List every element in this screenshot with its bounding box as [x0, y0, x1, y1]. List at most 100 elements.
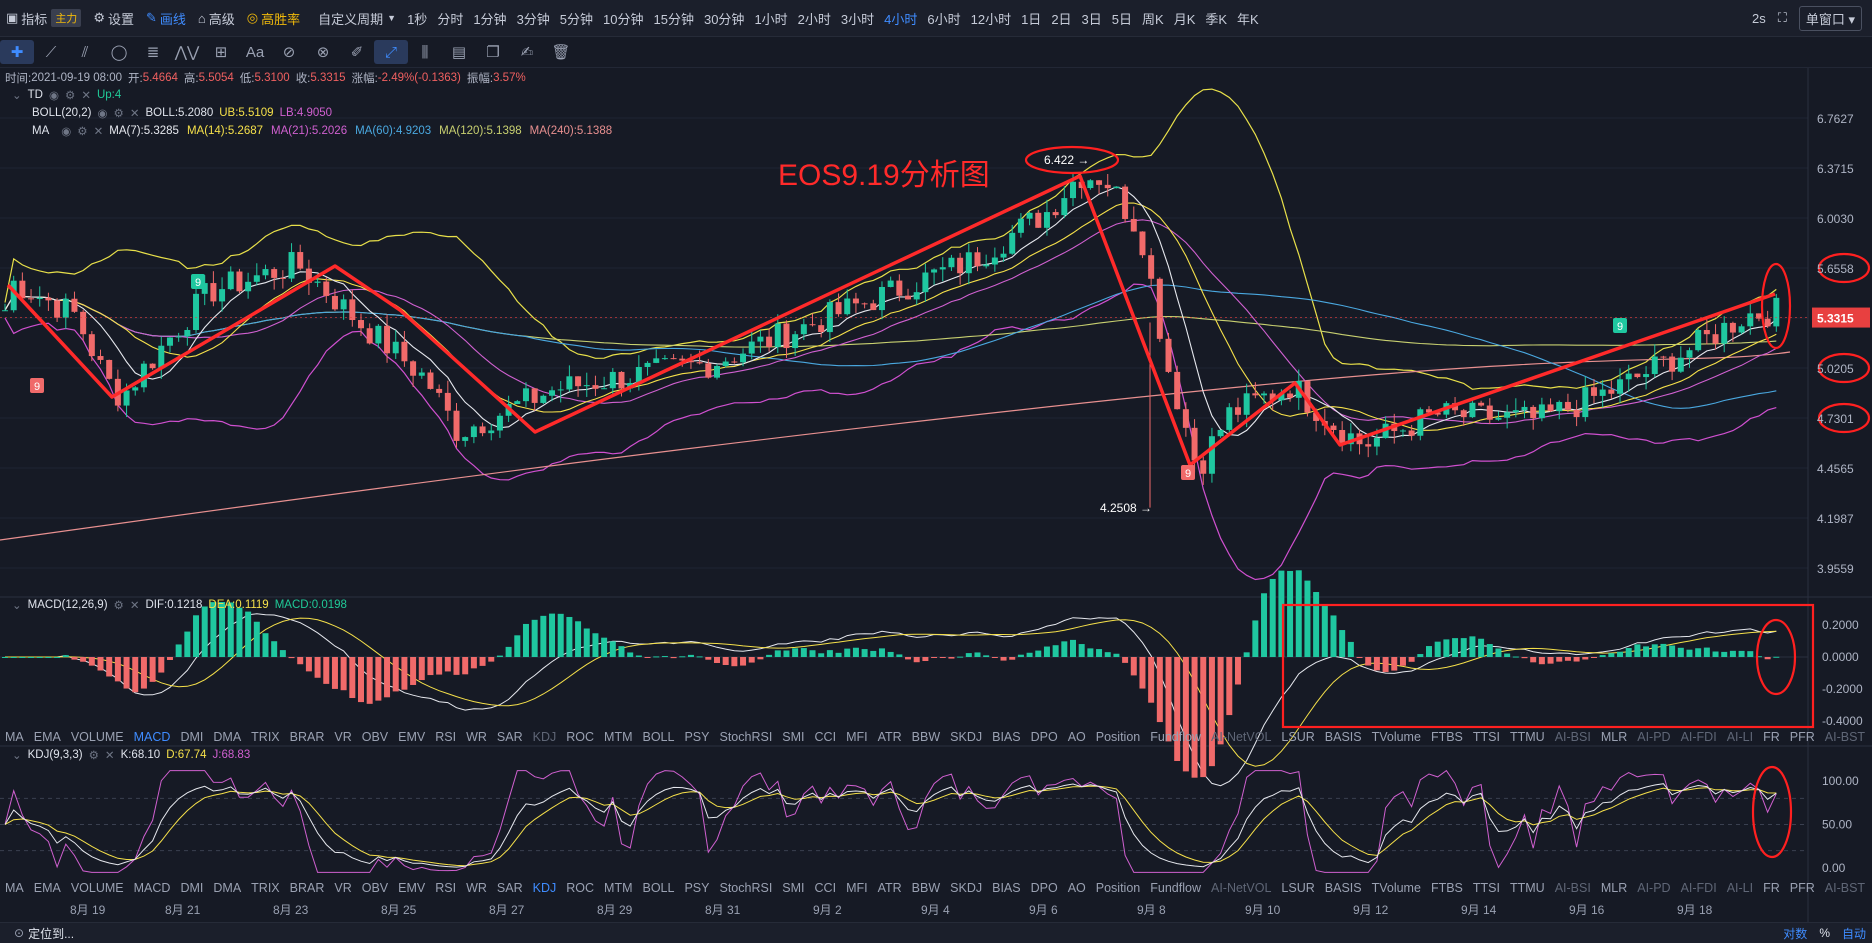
- indicator-tab-skdj[interactable]: SKDJ: [950, 730, 983, 744]
- period-11[interactable]: 4小时: [884, 11, 918, 27]
- period-9[interactable]: 2小时: [797, 11, 831, 27]
- indicator-tab-position[interactable]: Position: [1095, 881, 1141, 895]
- indicator-tab-ai-li[interactable]: AI-LI: [1726, 881, 1754, 895]
- indicator-tab-roc[interactable]: ROC: [566, 730, 595, 744]
- indicator-tab-lsur[interactable]: LSUR: [1281, 881, 1315, 895]
- period-3[interactable]: 3分钟: [516, 11, 550, 27]
- indicator-tab-fr[interactable]: FR: [1763, 881, 1780, 895]
- trash-icon[interactable]: 🗑: [551, 44, 571, 61]
- indicator-tab-ai-li[interactable]: AI-LI: [1726, 730, 1754, 744]
- indicator-tab-bias[interactable]: BIAS: [992, 730, 1021, 744]
- indicator-tab-cci[interactable]: CCI: [814, 730, 837, 744]
- eye-icon[interactable]: ◉: [48, 90, 60, 102]
- indicator-tab-roc[interactable]: ROC: [566, 881, 595, 895]
- edit-icon[interactable]: ✍: [520, 44, 534, 61]
- close-icon[interactable]: ✕: [93, 126, 104, 138]
- auto-scale-toggle[interactable]: 自动: [1841, 926, 1866, 941]
- indicator-tab-smi[interactable]: SMI: [782, 730, 805, 744]
- indicator-tab-rsi[interactable]: RSI: [435, 730, 457, 744]
- period-12[interactable]: 6小时: [927, 11, 961, 27]
- refresh-interval[interactable]: 2s: [1752, 10, 1766, 26]
- indicator-tab-vr[interactable]: VR: [334, 881, 352, 895]
- indicator-tab-obv[interactable]: OBV: [361, 730, 389, 744]
- indicator-tab-mtm[interactable]: MTM: [604, 881, 633, 895]
- indicator-tab-ai-netvol[interactable]: AI-NetVOL: [1210, 881, 1272, 895]
- locate-icon[interactable]: ⊙: [14, 926, 25, 940]
- indicator-tab-mtm[interactable]: MTM: [604, 730, 633, 744]
- period-19[interactable]: 月K: [1173, 11, 1196, 27]
- draw-mode-icon[interactable]: ⤢: [374, 40, 408, 64]
- indicator-tab-tvolume[interactable]: TVolume: [1371, 881, 1421, 895]
- crosshair-icon[interactable]: ✚: [0, 40, 34, 64]
- indicator-tab-ftbs[interactable]: FTBS: [1430, 881, 1463, 895]
- collapse-icon[interactable]: ⌄: [12, 90, 22, 102]
- indicator-tab-mlr[interactable]: MLR: [1600, 881, 1628, 895]
- indicator-tab-kdj[interactable]: KDJ: [532, 730, 557, 744]
- indicator-tab-stochrsi[interactable]: StochRSI: [719, 881, 773, 895]
- fib-icon[interactable]: ≣: [146, 44, 160, 61]
- indicator-tab-dpo[interactable]: DPO: [1030, 881, 1058, 895]
- indicator-tab-rsi[interactable]: RSI: [435, 881, 457, 895]
- indicator-tab-trix[interactable]: TRIX: [251, 881, 280, 895]
- settings-button[interactable]: ⚙ 设置: [93, 10, 134, 27]
- text-icon[interactable]: Aa: [245, 43, 265, 61]
- period-2[interactable]: 1分钟: [473, 11, 507, 27]
- indicator-tab-sar[interactable]: SAR: [496, 730, 523, 744]
- indicator-tab-bias[interactable]: BIAS: [992, 881, 1021, 895]
- custom-period-select[interactable]: 自定义周期 ▼: [318, 11, 397, 27]
- indicator-tab-macd[interactable]: MACD: [133, 881, 171, 895]
- indicator-tab-position[interactable]: Position: [1095, 730, 1141, 744]
- indicator-tab-dma[interactable]: DMA: [213, 730, 242, 744]
- measure-icon[interactable]: ⊞: [214, 44, 228, 61]
- period-6[interactable]: 15分钟: [653, 11, 694, 27]
- collapse-icon[interactable]: ⌄: [12, 600, 22, 612]
- indicator-tab-volume[interactable]: VOLUME: [70, 730, 124, 744]
- indicator-tab-volume[interactable]: VOLUME: [70, 881, 124, 895]
- indicator-tab-mfi[interactable]: MFI: [846, 881, 868, 895]
- candle-icon[interactable]: ⫼: [421, 43, 429, 61]
- indicator-tab-emv[interactable]: EMV: [398, 881, 426, 895]
- settings-small-icon[interactable]: ⚙: [113, 600, 124, 612]
- indicator-tab-emv[interactable]: EMV: [398, 730, 426, 744]
- percent-toggle[interactable]: %: [1819, 926, 1830, 940]
- settings-small-icon[interactable]: ⚙: [65, 90, 76, 102]
- settings-small-icon[interactable]: ⚙: [88, 750, 99, 762]
- wave-icon[interactable]: ⋀⋁: [174, 44, 200, 61]
- indicator-tab-fr[interactable]: FR: [1763, 730, 1780, 744]
- fullscreen-icon[interactable]: ⛶: [1777, 10, 1787, 25]
- eye-icon[interactable]: ◉: [61, 126, 72, 138]
- clipboard-icon[interactable]: ▤: [451, 44, 467, 61]
- lock-icon[interactable]: ⊗: [316, 44, 330, 61]
- indicator-tab-ttsi[interactable]: TTSI: [1472, 730, 1500, 744]
- locate-button[interactable]: 定位到...: [28, 926, 75, 941]
- eraser-icon[interactable]: ✐: [350, 44, 364, 61]
- period-21[interactable]: 年K: [1237, 11, 1259, 27]
- indicator-tab-mlr[interactable]: MLR: [1600, 730, 1628, 744]
- period-1[interactable]: 分时: [437, 11, 464, 27]
- indicator-tab-skdj[interactable]: SKDJ: [950, 881, 983, 895]
- indicator-tab-boll[interactable]: BOLL: [642, 881, 675, 895]
- indicator-tab-brar[interactable]: BRAR: [289, 881, 325, 895]
- indicator-tab-atr[interactable]: ATR: [877, 730, 902, 744]
- period-20[interactable]: 季K: [1205, 11, 1228, 27]
- period-15[interactable]: 2日: [1051, 11, 1072, 27]
- indicator-tab-fundflow[interactable]: Fundflow: [1150, 881, 1201, 895]
- indicator-tab-ttsi[interactable]: TTSI: [1472, 881, 1500, 895]
- indicator-tab-ai-pd[interactable]: AI-PD: [1637, 881, 1671, 895]
- indicator-tab-ftbs[interactable]: FTBS: [1430, 730, 1463, 744]
- price-chart[interactable]: EOS9.19分析图 6.422 → 4.2508 → 9 9 9 9 8月 19 8月 21…: [0, 68, 1872, 922]
- period-8[interactable]: 1小时: [754, 11, 788, 27]
- indicator-tab-dmi[interactable]: DMI: [180, 730, 204, 744]
- indicator-tab-psy[interactable]: PSY: [684, 881, 710, 895]
- period-17[interactable]: 5日: [1111, 11, 1133, 27]
- indicator-tab-pfr[interactable]: PFR: [1789, 881, 1815, 895]
- indicator-tab-dpo[interactable]: DPO: [1030, 730, 1058, 744]
- collapse-icon[interactable]: ⌄: [12, 750, 22, 762]
- indicator-tab-ai-bsi[interactable]: AI-BSI: [1554, 881, 1591, 895]
- indicator-tab-lsur[interactable]: LSUR: [1281, 730, 1315, 744]
- period-10[interactable]: 3小时: [840, 11, 875, 27]
- period-14[interactable]: 1日: [1021, 11, 1042, 27]
- indicator-tab-dma[interactable]: DMA: [213, 881, 242, 895]
- indicator-tab-pfr[interactable]: PFR: [1789, 730, 1815, 744]
- copy-icon[interactable]: ❐: [486, 44, 500, 61]
